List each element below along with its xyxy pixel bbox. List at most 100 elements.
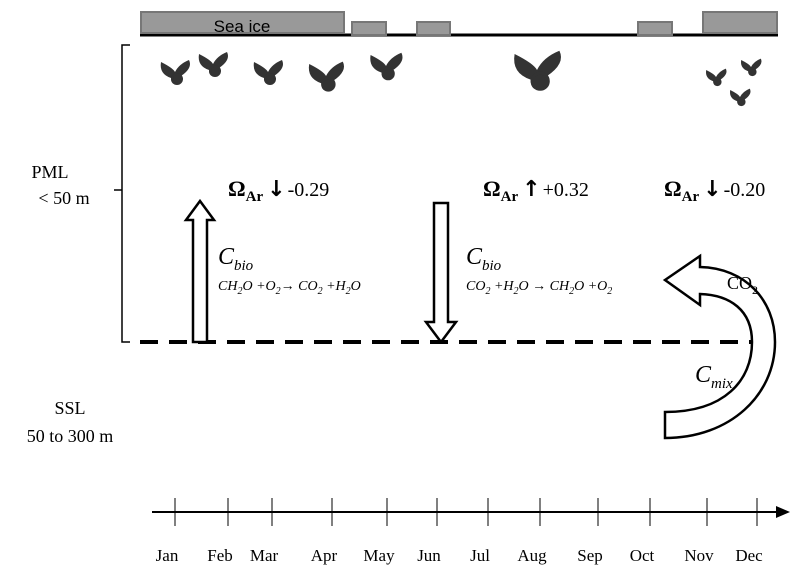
month-label: Feb (207, 546, 233, 565)
cmix-sub: mix (711, 376, 733, 392)
reaction: CO2 +H2O → CH2O +O2 (466, 279, 612, 297)
ssl-depth: 50 to 300 m (27, 426, 114, 446)
pteropod-wing (741, 58, 762, 76)
pteropod-shell (264, 73, 276, 85)
omega-arrow: ↓ (267, 177, 285, 202)
cmix-label: Cmix (695, 362, 733, 392)
axis-arrowhead (776, 506, 790, 518)
pteropod (706, 68, 727, 87)
gas: CO (727, 273, 752, 293)
cbio-label: Cbio (466, 244, 502, 274)
reaction-part: O +O (242, 279, 275, 294)
reaction-sub: 2 (514, 286, 519, 297)
ssl-label: SSL (54, 398, 85, 418)
pteropod (160, 60, 190, 85)
pteropod (741, 58, 762, 77)
pteropod (308, 61, 344, 92)
sea-ice-label: Sea ice (214, 17, 271, 36)
cbio-sub: bio (482, 258, 502, 274)
omega-arrow: ↓ (703, 177, 721, 202)
month-label: Apr (311, 546, 338, 565)
omega-sub: Ar (501, 189, 519, 205)
pteropod-shell (321, 77, 336, 92)
month-label: Dec (735, 546, 763, 565)
pteropod (370, 52, 403, 81)
omega-label: ΩAr ↓ -0.29 (228, 176, 329, 205)
sea-ice (140, 11, 778, 37)
reaction: CH2O +O2→ CO2 +H2O (218, 279, 361, 297)
cmix-symbol: C (695, 362, 712, 388)
reaction-sub: 2 (237, 286, 242, 297)
month-label: May (363, 546, 395, 565)
pteropod-shell (737, 97, 746, 107)
cbio-label: Cbio (218, 244, 254, 274)
omega-label: ΩAr ↓ -0.20 (664, 176, 765, 205)
pteropod-wing (370, 52, 403, 80)
pteropod (198, 52, 228, 77)
reaction-part: → CO (281, 279, 318, 294)
co2-label: CO2 (727, 273, 758, 297)
pteropod-wing (706, 68, 727, 86)
omega-sub: Ar (682, 189, 700, 205)
pteropod (253, 60, 283, 85)
pml-bracket (114, 44, 130, 343)
month-label: Sep (577, 546, 603, 565)
pteropod-wing (160, 60, 190, 85)
pteropod-wing (253, 60, 283, 85)
reaction-sub: 2 (276, 286, 281, 297)
reaction-part: O +O (574, 279, 607, 294)
cbio-symbol: C (466, 244, 483, 270)
pteropod-wing (308, 61, 344, 91)
omega-value: -0.29 (288, 179, 330, 201)
month-label: Jun (417, 546, 441, 565)
pteropod-wing (198, 52, 228, 77)
reaction-sub: 2 (485, 286, 490, 297)
pteropod-shell (209, 65, 221, 77)
omega-symbol: Ω (228, 176, 246, 201)
omega-arrow: ↑ (522, 177, 540, 202)
reaction-sub: 2 (569, 286, 574, 297)
month-label: Aug (517, 546, 547, 565)
pml-depth: < 50 m (38, 188, 89, 208)
pteropod-shell (530, 71, 550, 91)
month-axis: Jan Feb Mar Apr May Jun Jul Aug Sep Oct Nov Dec (156, 498, 763, 565)
reaction-sub: 2 (346, 286, 351, 297)
reaction-part: +H (323, 279, 347, 294)
omega-value: -0.20 (724, 179, 766, 201)
up-arrow (183, 198, 217, 344)
omega-labels: ΩAr ↓ -0.29 ΩAr ↑ +0.32 ΩAr ↓ -0.20 (228, 176, 765, 205)
reaction-part: O → CH (519, 279, 570, 294)
month-label: Oct (630, 546, 655, 565)
reaction-part: CH (218, 279, 238, 294)
reaction-part: +H (490, 279, 514, 294)
month-label: Mar (250, 546, 279, 565)
omega-symbol: Ω (483, 176, 501, 201)
pteropod-shell (748, 67, 757, 77)
gas-sub: 2 (752, 283, 758, 297)
pteropod (514, 50, 561, 91)
cbio-sub: bio (234, 258, 254, 274)
omega-value: +0.32 (543, 179, 589, 201)
pteropod (730, 88, 751, 107)
omega-symbol: Ω (664, 176, 682, 201)
reaction-sub: 2 (607, 286, 612, 297)
reaction-part: O (351, 279, 361, 294)
omega-sub: Ar (246, 189, 264, 205)
down-arrow (423, 201, 459, 345)
mixing-arrow (662, 253, 777, 440)
cbio-symbol: C (218, 244, 235, 270)
omega-label: ΩAr ↑ +0.32 (483, 176, 589, 205)
month-label: Jul (470, 546, 490, 565)
reaction-part: CO (466, 279, 485, 294)
month-label: Jan (156, 546, 179, 565)
pteropod-shell (171, 73, 183, 85)
pml-label: PML (31, 162, 68, 182)
reaction-sub: 2 (318, 286, 323, 297)
pteropods (160, 50, 762, 107)
pteropod-shell (381, 67, 395, 81)
pteropod-wing (514, 50, 561, 90)
pteropod-wing (730, 88, 751, 106)
pteropod-shell (713, 77, 722, 87)
